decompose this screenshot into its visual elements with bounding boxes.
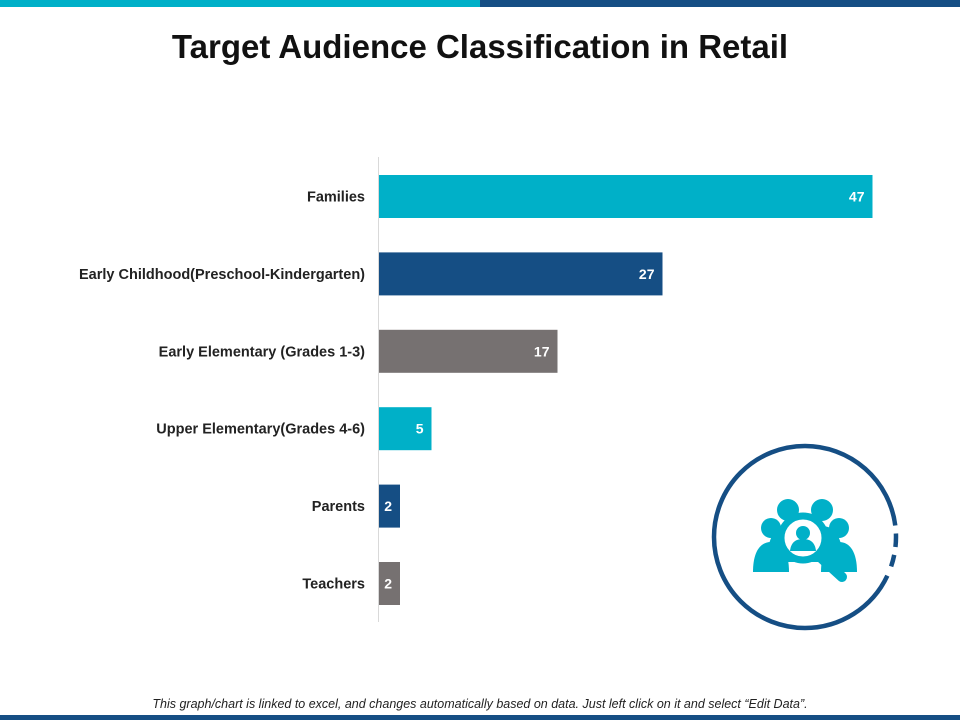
category-label: Early Elementary (Grades 1-3) xyxy=(159,344,365,360)
category-label: Upper Elementary(Grades 4-6) xyxy=(156,422,365,438)
category-label: Parents xyxy=(312,499,365,515)
top-accent-bar-navy xyxy=(480,0,960,7)
bottom-accent-bar xyxy=(0,715,960,720)
bar-5[interactable] xyxy=(379,562,400,605)
category-label: Families xyxy=(307,190,365,206)
page-title: Target Audience Classification in Retail xyxy=(171,28,789,65)
data-label: 2 xyxy=(384,498,392,514)
bar-2[interactable] xyxy=(379,329,558,373)
data-label: 27 xyxy=(639,266,655,282)
category-label: Early Childhood(Preschool-Kindergarten) xyxy=(79,267,365,283)
bar-1[interactable] xyxy=(379,252,663,296)
top-accent-bar-cyan xyxy=(0,0,480,7)
footnote: This graph/chart is linked to excel, and… xyxy=(152,697,808,711)
audience-badge xyxy=(705,440,905,640)
bar-3[interactable] xyxy=(379,407,432,451)
data-label: 2 xyxy=(384,576,392,592)
bar-0[interactable] xyxy=(379,175,873,218)
audience-search-icon xyxy=(711,443,899,631)
data-label: 17 xyxy=(534,343,550,359)
bar-4[interactable] xyxy=(379,484,400,528)
data-label: 5 xyxy=(416,421,424,437)
category-label: Teachers xyxy=(302,577,365,593)
data-label: 47 xyxy=(849,189,865,205)
